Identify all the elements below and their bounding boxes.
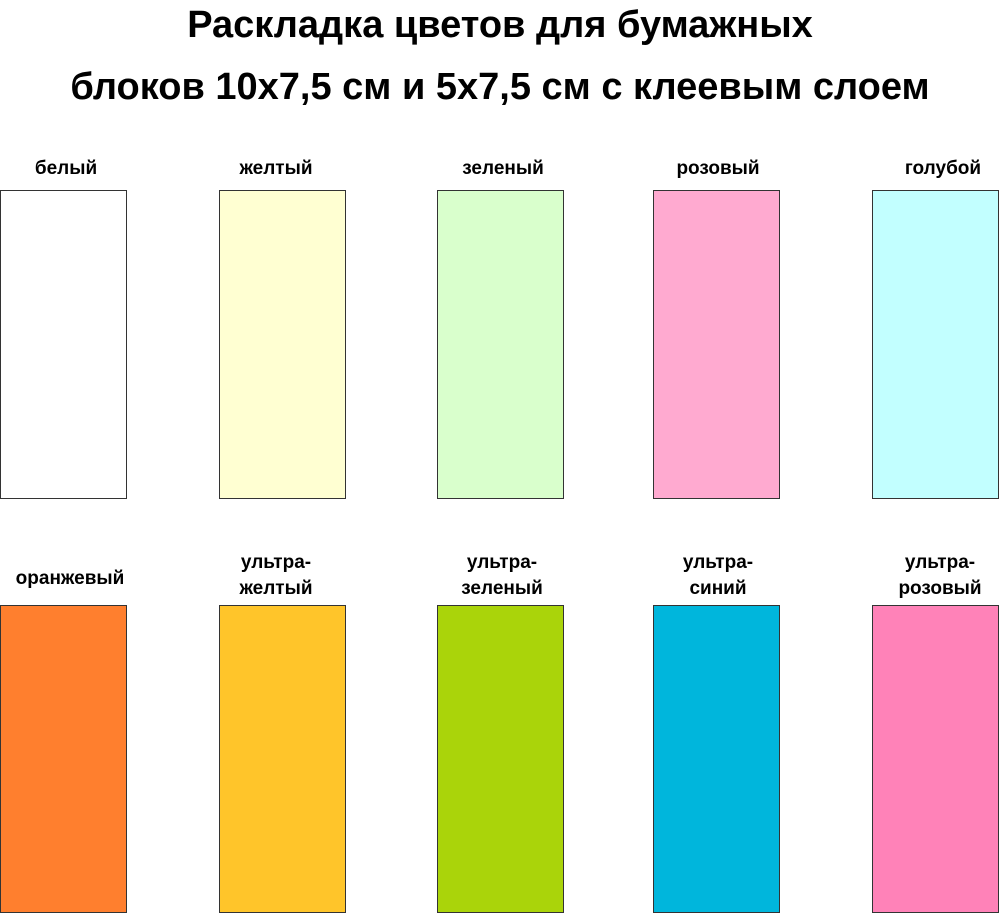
swatch-label: ультра- синий: [682, 552, 754, 599]
color-swatch: [653, 605, 780, 913]
swatch-label: желтый: [239, 158, 313, 179]
color-swatch: [219, 605, 346, 913]
swatch-label: голубой: [904, 158, 982, 179]
color-swatch: [437, 605, 564, 913]
swatch-label: белый: [34, 158, 98, 179]
swatch-label: зеленый: [462, 158, 544, 179]
swatch-label: оранжевый: [15, 568, 125, 589]
color-swatch: [872, 190, 999, 499]
swatch-label: розовый: [676, 158, 760, 179]
color-swatch: [219, 190, 346, 499]
color-swatch: [872, 605, 999, 913]
color-swatch: [653, 190, 780, 499]
title-line-1: Раскладка цветов для бумажных: [187, 4, 813, 46]
color-swatch: [0, 190, 127, 499]
color-swatch: [437, 190, 564, 499]
color-swatch: [0, 605, 127, 913]
swatch-label: ультра- розовый: [898, 552, 982, 599]
title-line-2: блоков 10х7,5 см и 5х7,5 см с клеевым сл…: [70, 66, 930, 108]
swatch-label: ультра- зеленый: [461, 552, 543, 599]
swatch-label: ультра- желтый: [239, 552, 313, 599]
